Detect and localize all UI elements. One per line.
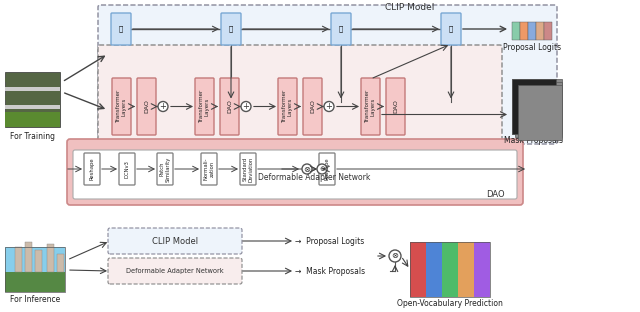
FancyBboxPatch shape (137, 78, 156, 135)
FancyBboxPatch shape (441, 13, 461, 45)
Bar (57, 254, 64, 272)
Bar (15, 247, 22, 272)
Text: Deformable Adapter Network: Deformable Adapter Network (126, 268, 224, 274)
Text: ⊕: ⊕ (319, 166, 325, 172)
FancyBboxPatch shape (278, 78, 297, 135)
Circle shape (158, 101, 168, 111)
Text: 🔒: 🔒 (339, 26, 343, 32)
FancyBboxPatch shape (84, 153, 100, 185)
Bar (515, 82, 562, 137)
Bar (5, 112, 60, 127)
Bar (536, 22, 544, 40)
Bar (5, 86, 60, 91)
FancyBboxPatch shape (331, 13, 351, 45)
Text: ⊗: ⊗ (392, 251, 399, 261)
Bar (474, 242, 490, 297)
Circle shape (241, 101, 251, 111)
FancyBboxPatch shape (240, 153, 256, 185)
Text: Reshape: Reshape (90, 158, 95, 180)
Text: CLIP Model: CLIP Model (385, 3, 435, 12)
Text: 🔒: 🔒 (449, 26, 453, 32)
FancyBboxPatch shape (98, 45, 502, 189)
Bar (5, 105, 60, 109)
FancyBboxPatch shape (67, 139, 523, 205)
Text: Transformer
Layers: Transformer Layers (116, 90, 127, 123)
FancyBboxPatch shape (195, 78, 214, 135)
Bar (5, 247, 65, 292)
FancyBboxPatch shape (220, 78, 239, 135)
Text: +: + (326, 102, 332, 111)
Text: Transformer
Layers: Transformer Layers (365, 90, 376, 123)
Text: Patch
Similarity: Patch Similarity (159, 156, 170, 182)
Bar (5, 114, 60, 118)
Text: Proposal Logits: Proposal Logits (503, 43, 561, 52)
FancyBboxPatch shape (112, 78, 131, 135)
Bar (518, 85, 562, 140)
FancyBboxPatch shape (108, 258, 242, 284)
Text: Deformable Adapter Network: Deformable Adapter Network (258, 173, 370, 182)
Text: Reshape: Reshape (324, 158, 330, 180)
Text: 🔒: 🔒 (229, 26, 233, 32)
Text: For Inference: For Inference (10, 295, 60, 304)
Bar (512, 79, 556, 134)
Bar (458, 242, 474, 297)
Circle shape (302, 164, 312, 174)
Bar (5, 247, 65, 272)
Bar (512, 22, 520, 40)
FancyBboxPatch shape (73, 150, 517, 199)
Circle shape (389, 250, 401, 262)
Text: DAO: DAO (486, 190, 505, 199)
Bar (442, 242, 458, 297)
Text: For Training: For Training (10, 132, 54, 141)
Text: CLIP Model: CLIP Model (152, 236, 198, 246)
Text: Mask Proposals: Mask Proposals (504, 136, 563, 145)
Circle shape (324, 101, 334, 111)
FancyBboxPatch shape (157, 153, 173, 185)
Text: Standard
Deviation: Standard Deviation (243, 156, 253, 182)
Bar (426, 242, 442, 297)
Text: +: + (159, 102, 166, 111)
Bar (410, 242, 490, 297)
Text: Open-Vocabulary Prediction: Open-Vocabulary Prediction (397, 299, 503, 308)
FancyBboxPatch shape (319, 153, 335, 185)
Text: Transformer
Layers: Transformer Layers (199, 90, 210, 123)
Circle shape (317, 164, 327, 174)
Text: DAO: DAO (310, 100, 315, 114)
FancyBboxPatch shape (119, 153, 135, 185)
FancyBboxPatch shape (111, 13, 131, 45)
Text: DAO: DAO (144, 100, 149, 114)
Text: ⊗: ⊗ (303, 164, 310, 173)
FancyBboxPatch shape (221, 13, 241, 45)
FancyBboxPatch shape (303, 78, 322, 135)
Bar (35, 250, 42, 272)
Bar (47, 244, 54, 272)
Bar (512, 79, 562, 134)
Text: →  Proposal Logits: → Proposal Logits (295, 236, 364, 246)
Bar (528, 22, 536, 40)
Text: DAO: DAO (393, 100, 398, 114)
Bar (5, 95, 60, 100)
FancyBboxPatch shape (108, 228, 242, 254)
Bar (410, 242, 426, 297)
Bar (5, 72, 60, 127)
FancyBboxPatch shape (386, 78, 405, 135)
Text: DCNv3: DCNv3 (125, 160, 129, 178)
Text: Normali-
zation: Normali- zation (204, 158, 214, 180)
Bar (5, 272, 65, 292)
FancyBboxPatch shape (361, 78, 380, 135)
Text: Transformer
Layers: Transformer Layers (282, 90, 293, 123)
Text: DAO: DAO (227, 100, 232, 114)
FancyBboxPatch shape (98, 5, 557, 144)
FancyBboxPatch shape (201, 153, 217, 185)
Text: 🔒: 🔒 (119, 26, 123, 32)
Bar (520, 22, 528, 40)
Bar (544, 22, 552, 40)
Bar (5, 123, 60, 127)
Bar (5, 77, 60, 82)
Text: +: + (243, 102, 250, 111)
Text: →  Mask Proposals: → Mask Proposals (295, 266, 365, 275)
Bar (25, 242, 32, 272)
